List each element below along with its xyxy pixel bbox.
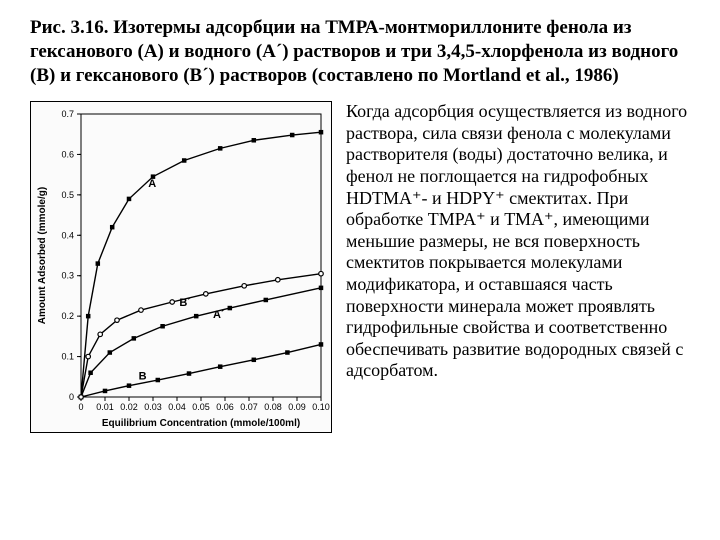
svg-text:A: A [148,178,156,190]
svg-text:0.01: 0.01 [96,402,114,412]
svg-text:0.3: 0.3 [61,271,74,281]
svg-text:B´: B´ [179,297,191,309]
body-paragraph: Когда адсорбция осуществляется из водног… [346,101,690,433]
adsorption-isotherm-chart: 0 0.01 0.02 0.03 0.04 0.05 0.06 0.07 0.08 0.09 0.1… [30,101,332,433]
svg-text:0.06: 0.06 [216,402,234,412]
svg-text:0.7: 0.7 [61,109,74,119]
svg-text:0.03: 0.03 [144,402,162,412]
content-row: 0 0.01 0.02 0.03 0.04 0.05 0.06 0.07 0.08 0.09 0.1… [30,101,690,433]
svg-text:0: 0 [78,402,83,412]
svg-text:0.09: 0.09 [288,402,306,412]
svg-text:A´: A´ [213,309,225,321]
svg-text:0.10: 0.10 [312,402,330,412]
svg-text:0.4: 0.4 [61,231,74,241]
svg-text:0.05: 0.05 [192,402,210,412]
svg-text:0.07: 0.07 [240,402,258,412]
svg-text:0: 0 [69,392,74,402]
svg-text:0.08: 0.08 [264,402,282,412]
figure-caption: Рис. 3.16. Изотермы адсорбции на ТМРА-мо… [30,16,690,87]
svg-text:0.5: 0.5 [61,190,74,200]
svg-text:0.1: 0.1 [61,352,74,362]
svg-text:Equilibrium Concentration (mmo: Equilibrium Concentration (mmole/100ml) [102,418,300,429]
svg-text:0.6: 0.6 [61,150,74,160]
svg-text:0.2: 0.2 [61,311,74,321]
svg-text:0.04: 0.04 [168,402,186,412]
svg-text:0.02: 0.02 [120,402,138,412]
chart-svg: 0 0.01 0.02 0.03 0.04 0.05 0.06 0.07 0.08 0.09 0.1… [31,102,331,432]
svg-text:Amount Adsorbed (mmole/g): Amount Adsorbed (mmole/g) [37,187,48,324]
svg-text:B: B [139,371,147,383]
